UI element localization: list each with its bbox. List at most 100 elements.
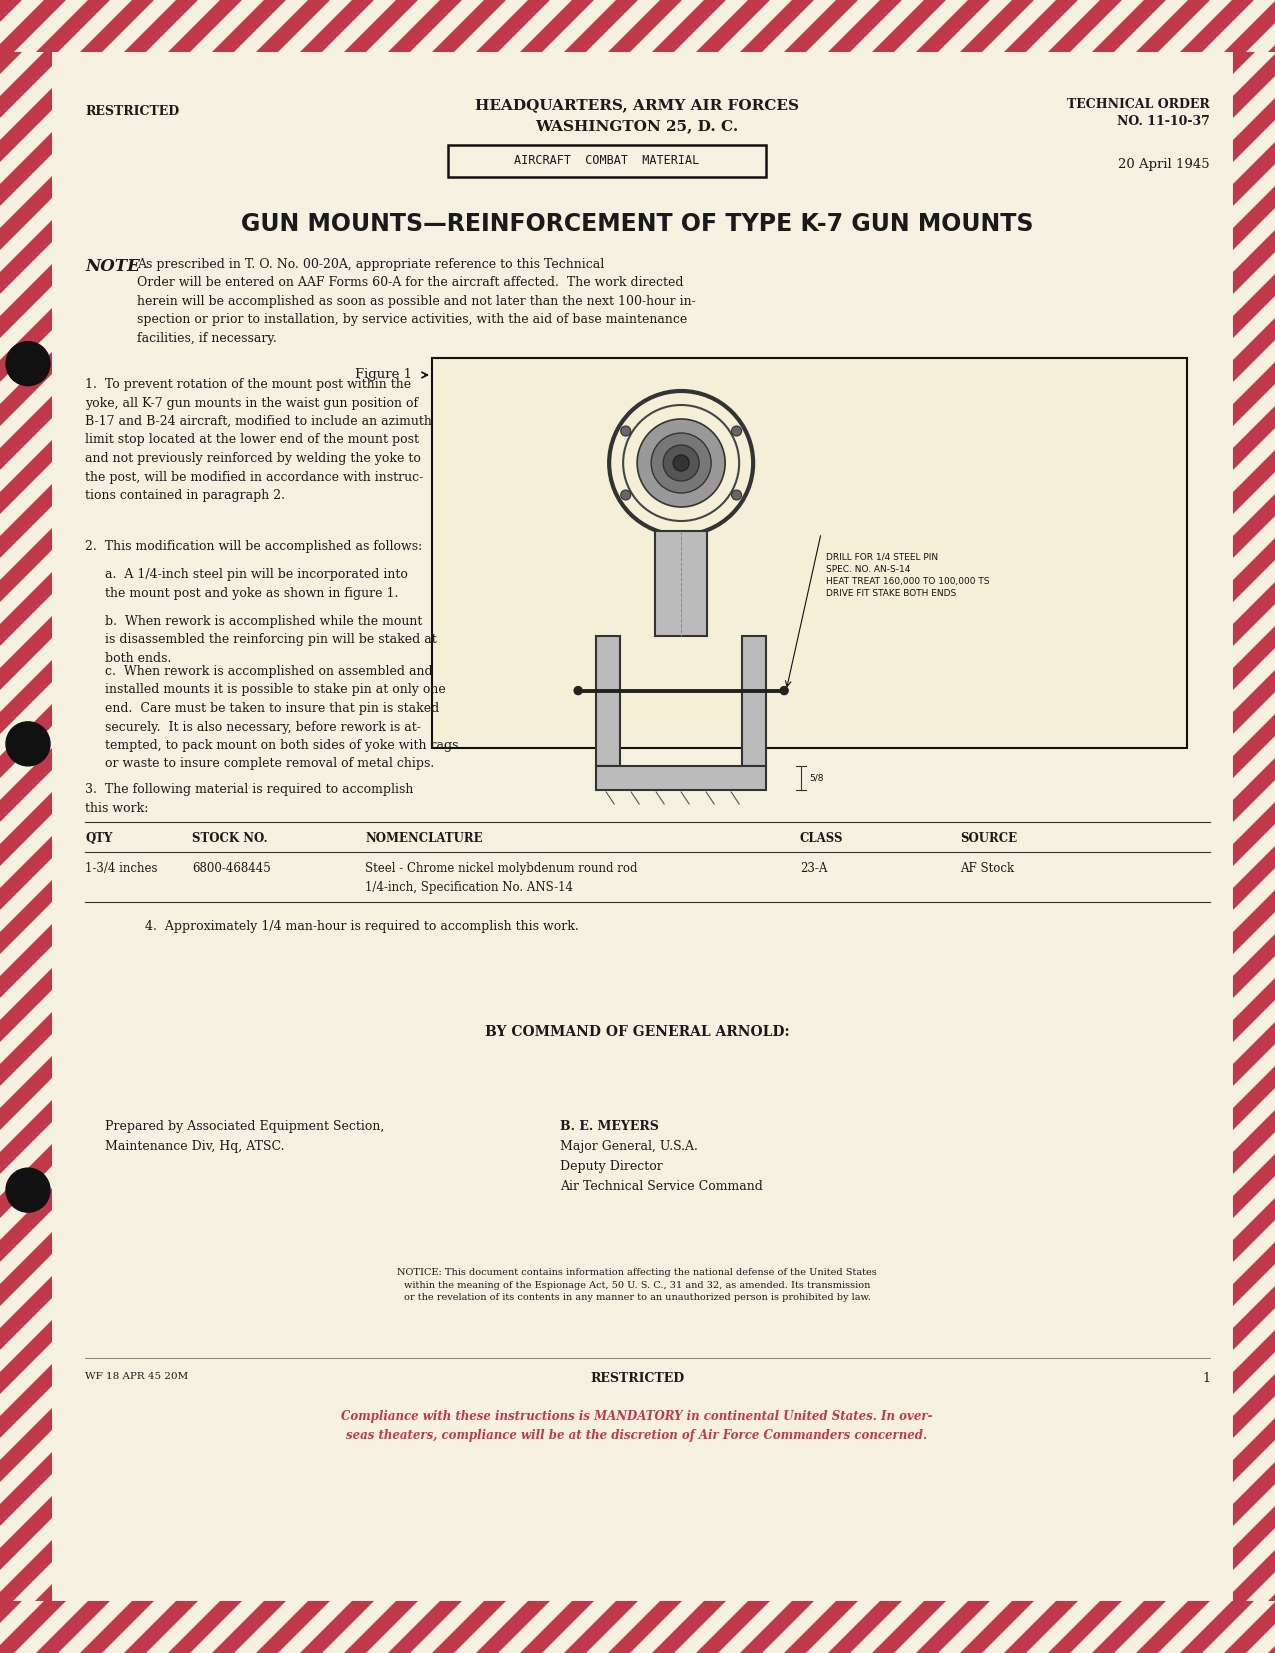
Text: 2.  This modification will be accomplished as follows:: 2. This modification will be accomplishe… xyxy=(85,541,422,554)
Polygon shape xyxy=(520,1602,594,1653)
Polygon shape xyxy=(168,1602,242,1653)
Bar xyxy=(597,636,620,765)
Polygon shape xyxy=(1003,0,1077,51)
Polygon shape xyxy=(0,51,1034,1602)
Text: 1.  To prevent rotation of the mount post within the
yoke, all K-7 gun mounts in: 1. To prevent rotation of the mount post… xyxy=(85,379,432,503)
Polygon shape xyxy=(0,51,1275,1602)
Text: AF Stock: AF Stock xyxy=(960,861,1014,874)
Text: As prescribed in T. O. No. 00-20A, appropriate reference to this Technical
Order: As prescribed in T. O. No. 00-20A, appro… xyxy=(136,258,696,345)
Polygon shape xyxy=(212,1602,286,1653)
Text: 3.  The following material is required to accomplish
this work:: 3. The following material is required to… xyxy=(85,784,413,815)
Text: NOTE: NOTE xyxy=(85,258,140,274)
Polygon shape xyxy=(872,1602,946,1653)
Polygon shape xyxy=(344,1602,418,1653)
Text: 6800-468445: 6800-468445 xyxy=(193,861,270,874)
Polygon shape xyxy=(0,51,1275,1602)
Polygon shape xyxy=(520,51,1275,1602)
Text: Compliance with these instructions is MANDATORY in continental United States. In: Compliance with these instructions is MA… xyxy=(342,1410,933,1441)
Text: BY COMMAND OF GENERAL ARNOLD:: BY COMMAND OF GENERAL ARNOLD: xyxy=(484,1025,789,1040)
Text: AIRCRAFT  COMBAT  MATERIAL: AIRCRAFT COMBAT MATERIAL xyxy=(514,154,700,167)
Circle shape xyxy=(6,342,50,385)
Polygon shape xyxy=(564,0,638,51)
Polygon shape xyxy=(1136,0,1210,51)
Bar xyxy=(0,1602,1275,1653)
Polygon shape xyxy=(696,1602,770,1653)
Polygon shape xyxy=(36,1602,110,1653)
Polygon shape xyxy=(0,51,594,1602)
Polygon shape xyxy=(476,0,550,51)
Text: 20 April 1945: 20 April 1945 xyxy=(1118,159,1210,170)
Polygon shape xyxy=(960,0,1034,51)
Polygon shape xyxy=(0,51,1211,1602)
Polygon shape xyxy=(0,51,1275,1602)
Polygon shape xyxy=(0,51,1275,1602)
Text: HEADQUARTERS, ARMY AIR FORCES: HEADQUARTERS, ARMY AIR FORCES xyxy=(476,98,799,112)
Polygon shape xyxy=(0,51,770,1602)
Text: Deputy Director: Deputy Director xyxy=(560,1160,663,1174)
Polygon shape xyxy=(1048,0,1122,51)
Polygon shape xyxy=(300,51,1275,1602)
Polygon shape xyxy=(0,51,989,1602)
Circle shape xyxy=(621,426,631,436)
Polygon shape xyxy=(212,51,1275,1602)
Polygon shape xyxy=(0,51,1167,1602)
Text: WASHINGTON 25, D. C.: WASHINGTON 25, D. C. xyxy=(536,119,738,132)
Circle shape xyxy=(732,489,742,499)
Polygon shape xyxy=(0,51,1275,1602)
Polygon shape xyxy=(0,51,1275,1602)
Text: CLASS: CLASS xyxy=(799,831,844,845)
Polygon shape xyxy=(696,0,770,51)
Polygon shape xyxy=(476,51,1275,1602)
Text: B. E. MEYERS: B. E. MEYERS xyxy=(560,1121,659,1132)
Polygon shape xyxy=(0,51,66,1602)
Polygon shape xyxy=(0,0,66,51)
Bar xyxy=(432,359,1187,749)
Polygon shape xyxy=(652,0,725,51)
Circle shape xyxy=(574,686,583,694)
Polygon shape xyxy=(784,1602,858,1653)
Polygon shape xyxy=(1269,1602,1275,1653)
Polygon shape xyxy=(0,51,1255,1602)
Polygon shape xyxy=(1269,51,1275,1602)
Polygon shape xyxy=(300,0,374,51)
Circle shape xyxy=(673,455,690,471)
Polygon shape xyxy=(608,1602,682,1653)
Polygon shape xyxy=(0,51,1275,1602)
Text: RESTRICTED: RESTRICTED xyxy=(590,1372,685,1385)
Polygon shape xyxy=(256,51,1275,1602)
Bar xyxy=(742,636,766,765)
Polygon shape xyxy=(1179,51,1275,1602)
Bar xyxy=(655,531,708,636)
Polygon shape xyxy=(0,51,374,1602)
Polygon shape xyxy=(388,0,462,51)
Polygon shape xyxy=(827,0,901,51)
Text: 1-3/4 inches: 1-3/4 inches xyxy=(85,861,158,874)
Text: WF 18 APR 45 20M: WF 18 APR 45 20M xyxy=(85,1372,189,1380)
Text: QTY: QTY xyxy=(85,831,112,845)
Circle shape xyxy=(732,426,742,436)
Polygon shape xyxy=(79,51,1275,1602)
Polygon shape xyxy=(0,51,1275,1602)
Text: RESTRICTED: RESTRICTED xyxy=(85,106,179,117)
Polygon shape xyxy=(0,51,1077,1602)
Polygon shape xyxy=(0,51,725,1602)
Polygon shape xyxy=(0,51,418,1602)
Polygon shape xyxy=(0,51,506,1602)
Polygon shape xyxy=(915,1602,989,1653)
Polygon shape xyxy=(1091,51,1275,1602)
Circle shape xyxy=(621,489,631,499)
Polygon shape xyxy=(0,51,682,1602)
Polygon shape xyxy=(696,51,1275,1602)
Polygon shape xyxy=(1224,1602,1275,1653)
Polygon shape xyxy=(1179,1602,1255,1653)
Polygon shape xyxy=(1003,1602,1077,1653)
Polygon shape xyxy=(122,51,1275,1602)
Polygon shape xyxy=(960,51,1275,1602)
Polygon shape xyxy=(80,51,1275,1602)
Polygon shape xyxy=(0,51,1122,1602)
Polygon shape xyxy=(476,1602,550,1653)
Polygon shape xyxy=(784,51,1275,1602)
Polygon shape xyxy=(1269,0,1275,51)
Polygon shape xyxy=(0,51,154,1602)
Polygon shape xyxy=(0,51,550,1602)
